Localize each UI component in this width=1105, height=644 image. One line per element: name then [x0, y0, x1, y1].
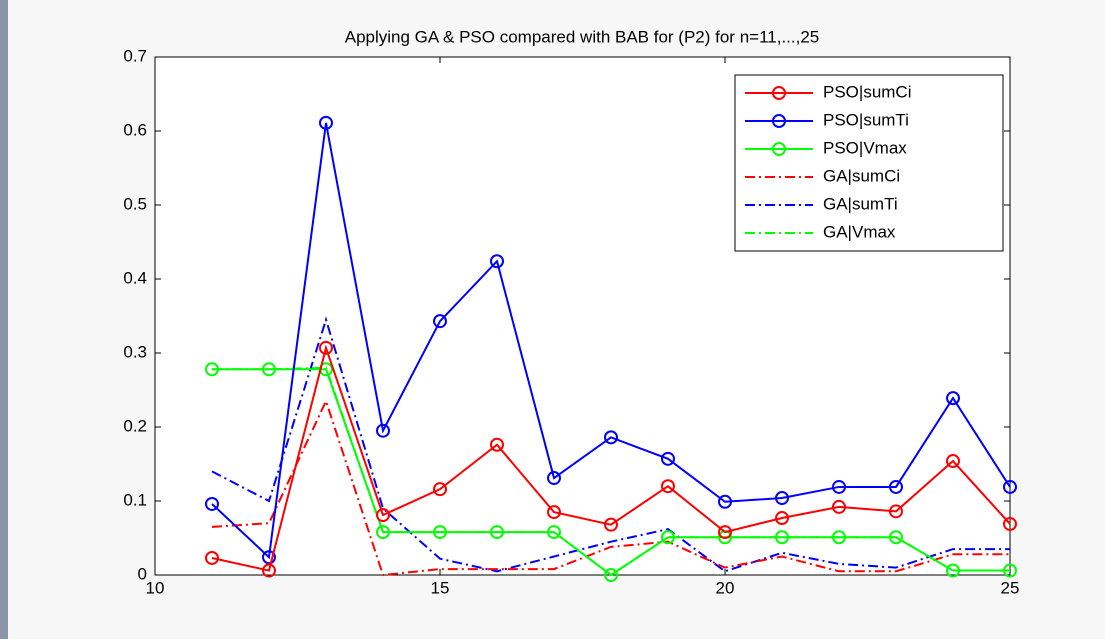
marker: [376, 423, 390, 438]
marker: [547, 525, 561, 540]
legend-label: PSO|sumCi: [823, 82, 912, 101]
marker: [889, 530, 903, 545]
marker: [832, 499, 846, 514]
series-line: [211, 344, 1011, 572]
marker: [1003, 479, 1017, 494]
series-line: [211, 316, 1010, 573]
marker: [376, 525, 390, 540]
x-tick-label: 15: [431, 578, 450, 597]
marker: [319, 115, 333, 130]
y-tick-label: 0.2: [123, 416, 147, 435]
marker: [1003, 516, 1017, 531]
y-tick-label: 0: [138, 564, 147, 583]
marker: [661, 479, 675, 494]
marker: [661, 451, 675, 466]
y-tick-label: 0.1: [123, 490, 147, 509]
marker: [433, 482, 447, 497]
legend-marker: [772, 86, 786, 100]
series-line: [211, 122, 1011, 560]
marker: [547, 471, 561, 486]
marker: [775, 530, 789, 545]
marker: [718, 525, 732, 540]
marker: [376, 508, 390, 523]
marker: [661, 530, 675, 545]
marker: [946, 391, 960, 406]
marker: [604, 568, 618, 582]
marker: [718, 494, 732, 509]
series-line: [211, 398, 1010, 577]
marker: [433, 525, 447, 540]
legend-box: [734, 74, 1004, 252]
marker: [205, 496, 219, 511]
marker: [262, 550, 276, 565]
marker: [262, 362, 276, 377]
marker: [490, 254, 504, 269]
marker: [604, 517, 618, 532]
legend-label: GA|Vmax: [823, 222, 896, 241]
marker: [205, 362, 219, 377]
y-tick-label: 0.7: [123, 46, 147, 65]
legend-label: PSO|sumTi: [823, 110, 909, 129]
marker: [889, 504, 903, 519]
y-tick-label: 0.4: [123, 268, 147, 287]
marker: [832, 479, 846, 494]
marker: [775, 491, 789, 506]
y-tick-label: 0.5: [123, 194, 147, 213]
window-border: [0, 0, 8, 639]
legend-marker: [772, 142, 786, 156]
legend-marker: [772, 114, 786, 128]
marker: [946, 563, 960, 578]
marker: [946, 454, 960, 469]
marker: [547, 505, 561, 520]
series-line: [212, 368, 1010, 577]
chart-title: Applying GA & PSO compared with BAB for …: [345, 27, 820, 46]
x-tick-label: 10: [146, 578, 165, 597]
x-tick-label: 20: [716, 578, 735, 597]
x-tick-label: 25: [1001, 578, 1020, 597]
legend-label: PSO|Vmax: [823, 138, 907, 157]
legend-label: GA|sumTi: [823, 194, 898, 213]
marker: [319, 340, 333, 355]
y-tick-label: 0.3: [123, 342, 147, 361]
marker: [205, 550, 219, 565]
marker: [889, 479, 903, 494]
marker: [775, 511, 789, 526]
marker: [490, 437, 504, 452]
marker: [1003, 563, 1017, 578]
marker: [490, 525, 504, 540]
y-tick-label: 0.6: [123, 120, 147, 139]
marker: [604, 430, 618, 445]
marker: [832, 530, 846, 545]
legend-label: GA|sumCi: [823, 166, 900, 185]
marker: [433, 314, 447, 329]
marker: [262, 563, 276, 578]
